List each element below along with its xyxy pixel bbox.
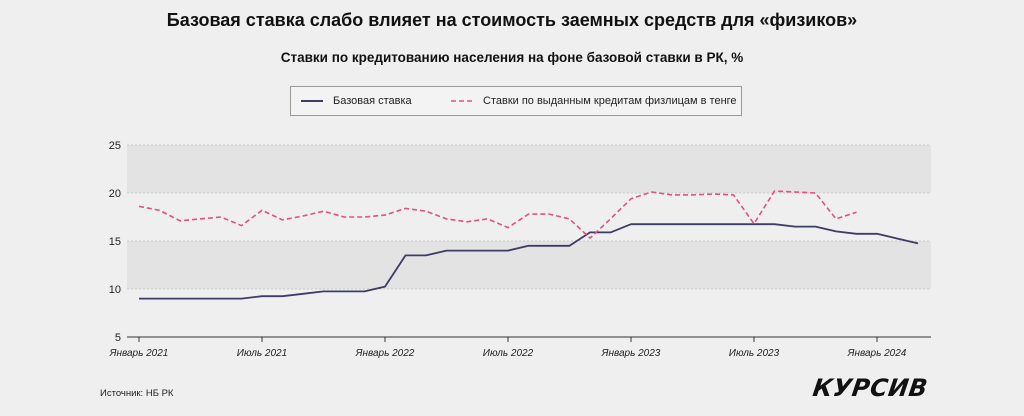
legend: Базовая ставка Ставки по выданным кредит…	[290, 86, 742, 116]
y-tick-label: 15	[109, 236, 121, 248]
x-tick-label: Июль 2022	[483, 348, 534, 359]
band-20-25	[127, 145, 931, 193]
legend-line-dashed-icon	[451, 100, 473, 102]
y-tick-label: 20	[109, 188, 121, 200]
source-note: Источник: НБ РК	[100, 388, 174, 399]
legend-label-loan-rates: Ставки по выданным кредитам физлицам в т…	[483, 95, 737, 107]
x-tick-label: Январь 2021	[109, 348, 169, 359]
band-10-15	[127, 241, 931, 289]
brand-logo: КУРСИВ	[811, 374, 930, 402]
x-tick-label: Июль 2021	[237, 348, 287, 359]
x-tick-label: Январь 2024	[847, 348, 907, 359]
chart-title: Базовая ставка слабо влияет на стоимость…	[166, 10, 858, 30]
y-tick-label: 25	[109, 140, 121, 152]
x-tick-label: Июль 2023	[729, 348, 780, 359]
y-tick-label: 10	[109, 284, 121, 296]
legend-label-base-rate: Базовая ставка	[333, 95, 412, 107]
series-line-loan-rates	[138, 190, 857, 239]
y-tick-label: 5	[115, 332, 121, 344]
x-tick-label: Январь 2022	[355, 348, 415, 359]
legend-item-base-rate: Базовая ставка	[301, 87, 412, 115]
legend-line-solid-icon	[301, 100, 323, 102]
x-tick-label: Январь 2023	[601, 348, 661, 359]
series-line-base-rate	[139, 223, 919, 300]
legend-item-loan-rates: Ставки по выданным кредитам физлицам в т…	[451, 87, 737, 115]
chart-subtitle: Ставки по кредитованию населения на фоне…	[280, 50, 744, 65]
